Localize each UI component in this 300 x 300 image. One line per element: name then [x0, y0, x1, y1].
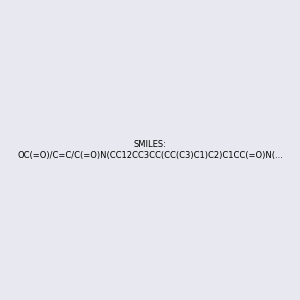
Text: SMILES:
OC(=O)/C=C/C(=O)N(CC12CC3CC(CC(C3)C1)C2)C1CC(=O)N(...: SMILES: OC(=O)/C=C/C(=O)N(CC12CC3CC(CC(C… — [17, 140, 283, 160]
